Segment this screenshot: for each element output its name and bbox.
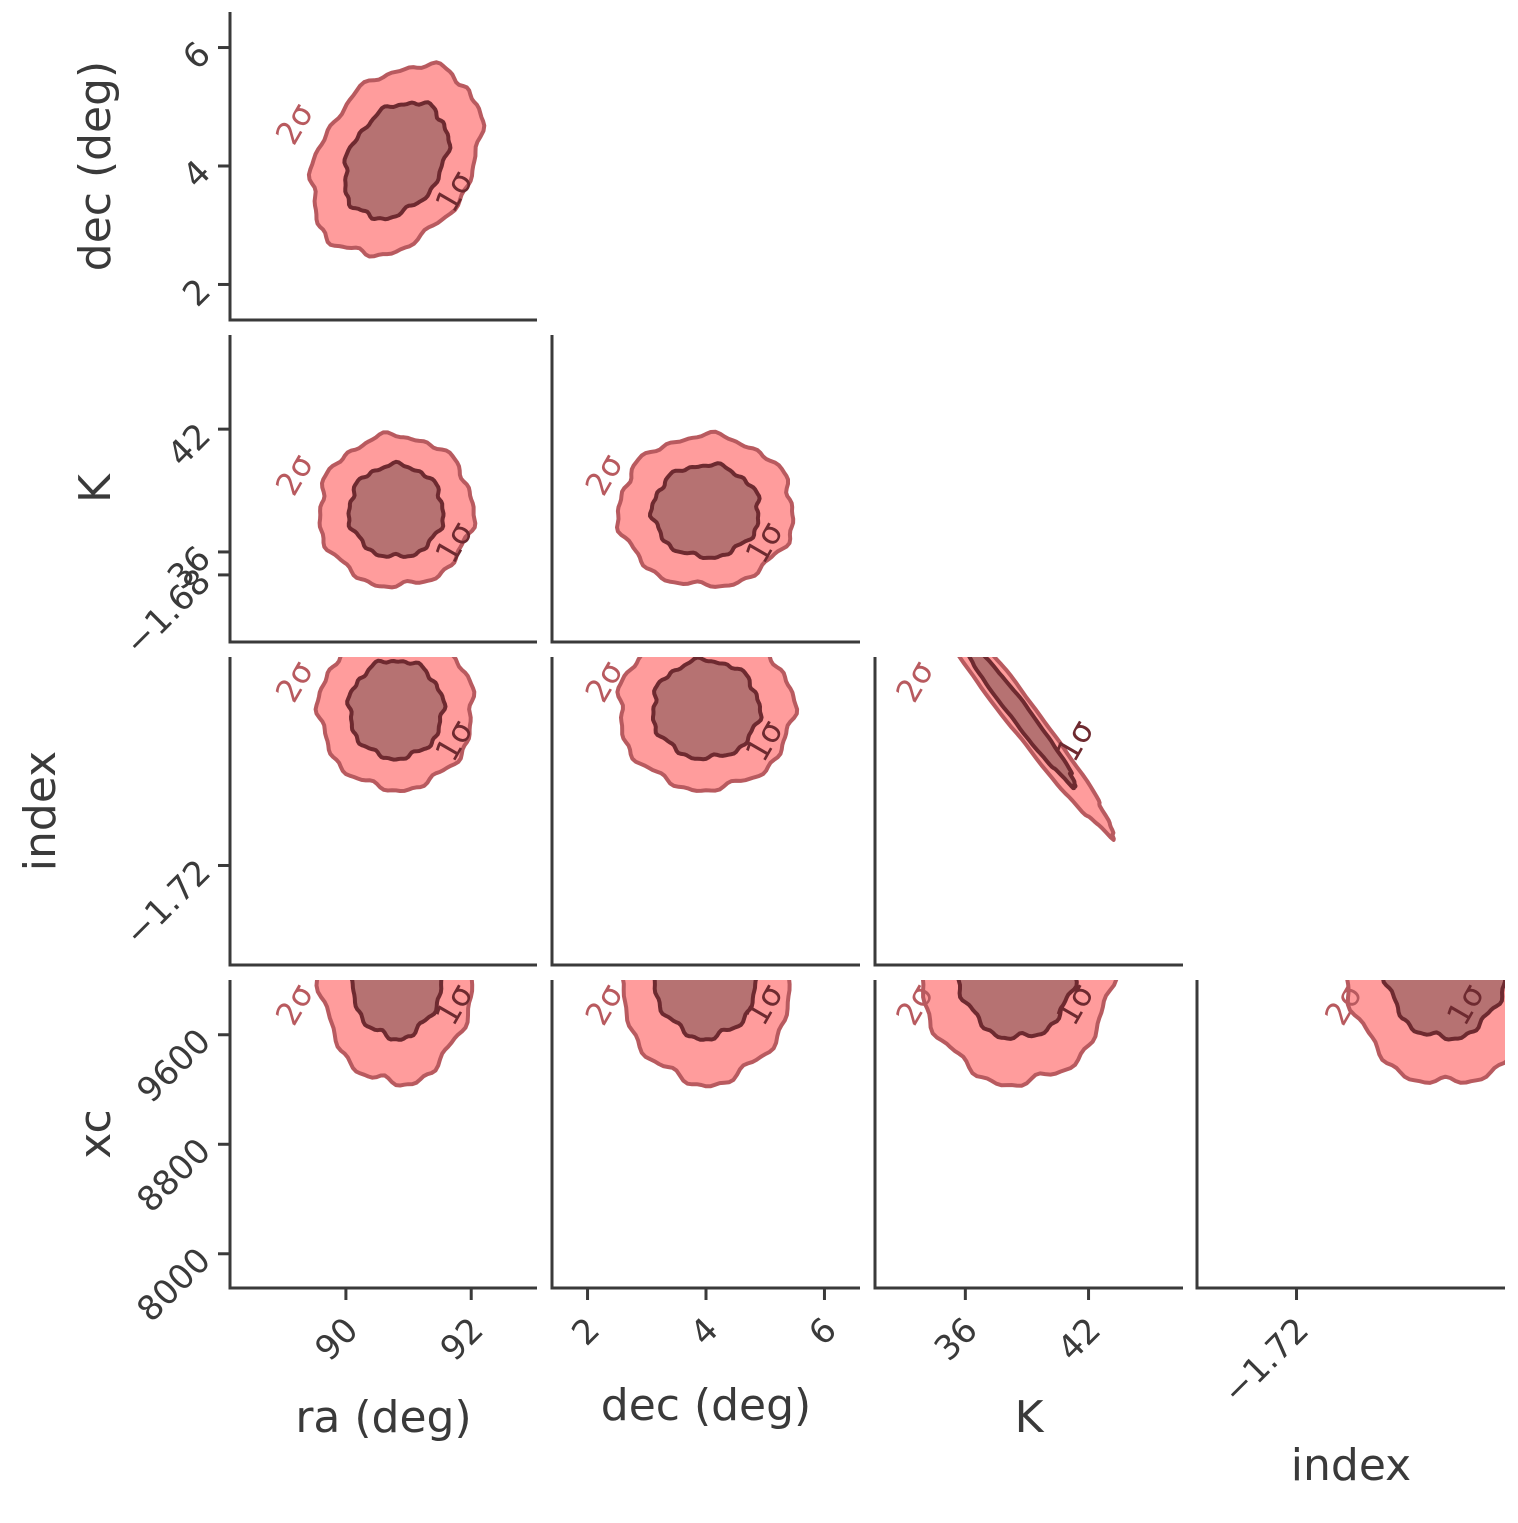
axis-spine [228, 12, 537, 322]
y-tick-label: 8800 [129, 1131, 218, 1220]
contour-1sigma [967, 657, 1078, 791]
x-tick-label: −1.68 [1505, 1310, 1518, 1412]
axis-spine [550, 980, 860, 1290]
x-axis-label-index: index [1291, 1440, 1411, 1491]
y-tick-label: −1.72 [117, 852, 219, 954]
contour-2sigma [1345, 980, 1505, 1085]
y-axis-label-index: index [15, 751, 66, 871]
contour-1sigma [342, 100, 453, 222]
y-axis-label-K: K [70, 473, 121, 503]
x-axis-label-ra: ra (deg) [295, 1392, 471, 1443]
y-axis-label-dec: dec (deg) [70, 61, 121, 271]
y-tick-label: 2 [175, 271, 219, 315]
axis-spine [228, 657, 537, 967]
y-axis-label-xc: xc [70, 1109, 121, 1158]
y-tick-label: 4 [175, 153, 219, 197]
sigma-label-2: 2σ [268, 654, 321, 708]
axis-spine [550, 657, 860, 967]
sigma-label-2: 2σ [268, 977, 321, 1031]
x-tick-label: −1.72 [1215, 1310, 1317, 1412]
x-tick-label: 92 [433, 1310, 492, 1369]
x-tick-label: 42 [1050, 1310, 1109, 1369]
x-tick-label: 90 [307, 1310, 366, 1369]
contour-1sigma [648, 461, 762, 560]
axis-spine [1195, 980, 1505, 1290]
y-tick-label: 42 [160, 416, 219, 475]
sigma-label-2: 2σ [268, 97, 321, 151]
contour-1sigma [651, 657, 764, 762]
axis-spine [873, 657, 1183, 967]
contour-1sigma [652, 980, 759, 1042]
axis-spine [873, 980, 1183, 1290]
y-tick-label: 6 [175, 34, 219, 78]
contour-1sigma [1381, 980, 1505, 1042]
x-axis-label-dec: dec (deg) [601, 1380, 811, 1431]
sigma-label-2: 2σ [888, 654, 941, 708]
contour-1sigma [345, 658, 448, 762]
x-tick-label: 36 [927, 1310, 986, 1369]
y-tick-label: 8000 [129, 1240, 218, 1329]
contour-1sigma [349, 980, 444, 1042]
contour-1sigma [346, 459, 446, 559]
y-tick-label: 9600 [129, 1021, 218, 1110]
contour-2sigma [621, 980, 792, 1089]
x-axis-label-K: K [1015, 1392, 1045, 1443]
x-tick-label: 2 [564, 1310, 608, 1354]
x-tick-label: 6 [801, 1310, 845, 1354]
axis-spine [228, 980, 537, 1290]
sigma-label-2: 2σ [268, 448, 321, 502]
contour-1sigma [956, 980, 1079, 1041]
axis-spine [228, 335, 537, 644]
axis-spine [550, 335, 860, 644]
x-tick-label: 4 [683, 1310, 727, 1354]
